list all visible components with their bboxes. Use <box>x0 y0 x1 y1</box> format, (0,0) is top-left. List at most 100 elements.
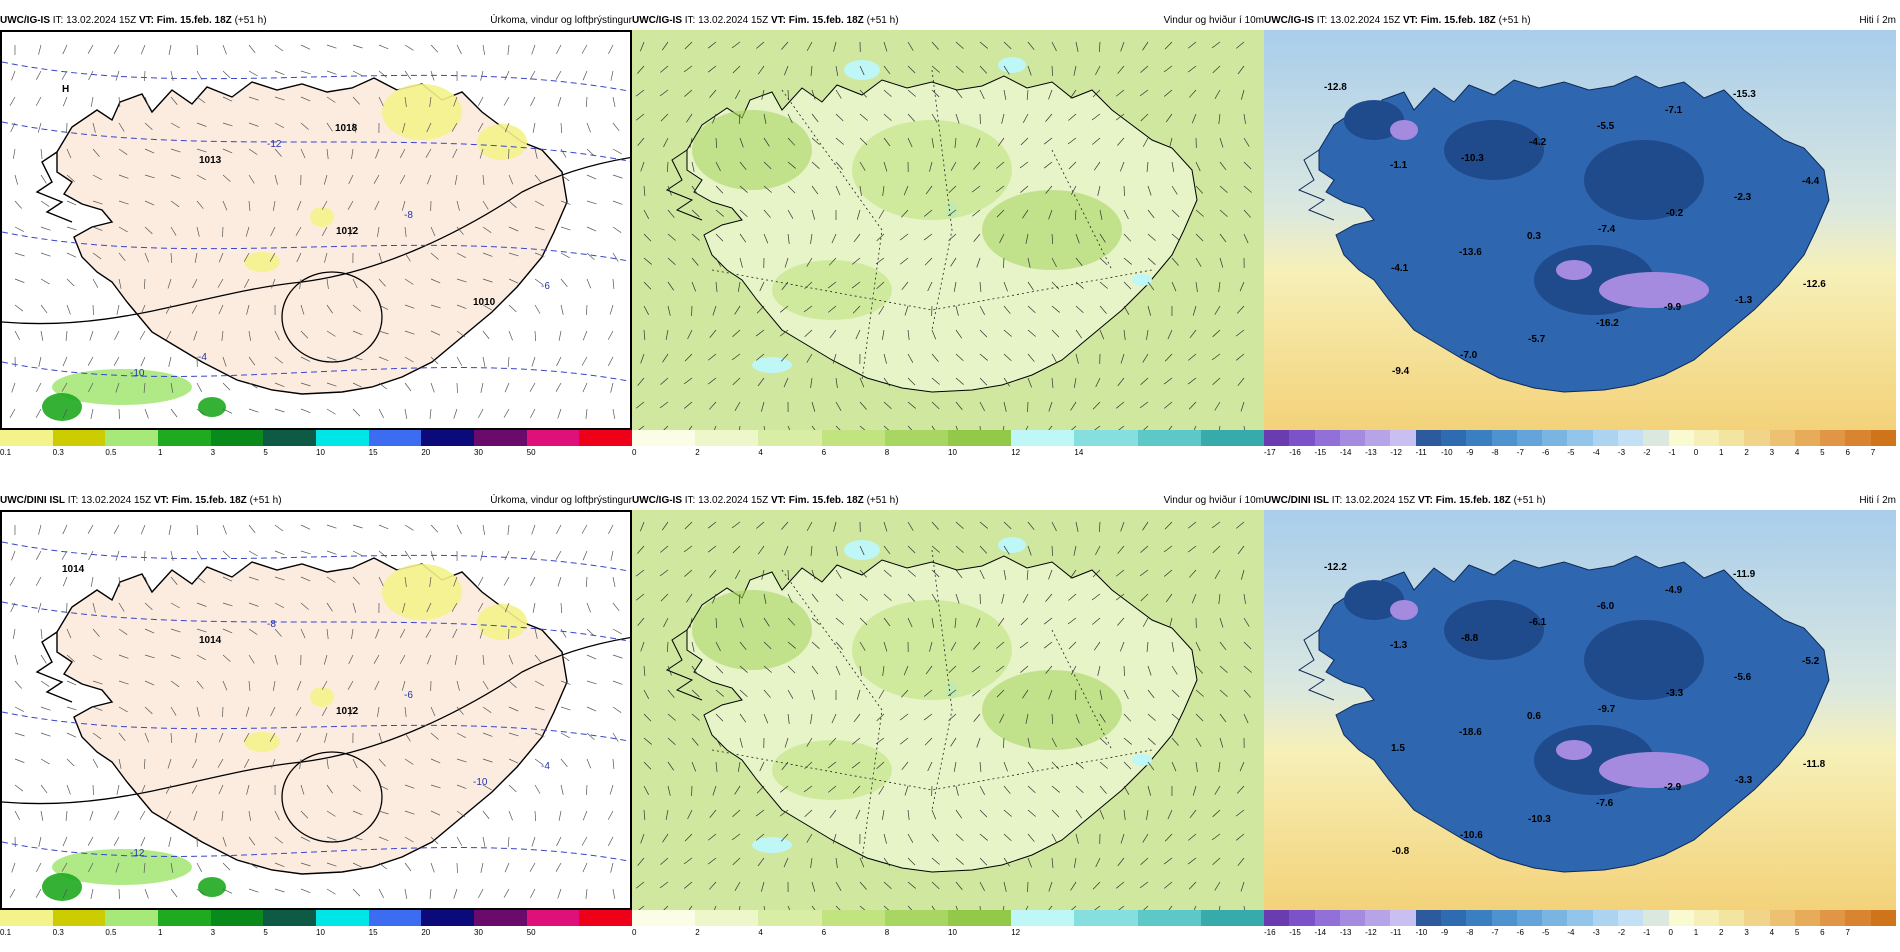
cold-area <box>1444 600 1544 660</box>
map-area[interactable]: -12.8-10.3-7.4-1.3-9.4-4.2-0.2-12.6-7.0-… <box>1264 30 1896 430</box>
color-scale-tick: 6 <box>1845 448 1849 457</box>
header-it: 13.02.2024 15Z <box>698 495 768 506</box>
panel-header: UWC/IG-IS IT: 13.02.2024 15Z VT: Fim. 15… <box>632 492 899 510</box>
color-scale-tick: 6 <box>1820 928 1824 937</box>
color-scale-swatch <box>1744 430 1769 446</box>
color-scale-tick: -9 <box>1441 928 1448 937</box>
color-scale-tick: 50 <box>527 928 536 937</box>
color-scale-tick: 0.1 <box>0 448 11 457</box>
color-scale-bar <box>0 430 632 446</box>
map-value-label: -4 <box>198 352 207 363</box>
map-area[interactable]: -12.2-8.8-9.7-3.3-0.8-6.1-3.3-11.8-10.6-… <box>1264 510 1896 910</box>
color-scale-swatch <box>885 430 948 446</box>
color-scale-swatch <box>948 430 1011 446</box>
color-scale-tick: -17 <box>1264 448 1276 457</box>
color-scale-swatch <box>758 910 821 926</box>
color-scale-swatch <box>1719 910 1744 926</box>
map-value-label: -5.5 <box>1597 121 1615 132</box>
color-scale-swatch <box>885 910 948 926</box>
map-value-label: -8 <box>267 619 276 630</box>
gust-area <box>998 537 1026 553</box>
color-scale-tick: 4 <box>1770 928 1774 937</box>
color-scale-swatch <box>1289 910 1314 926</box>
color-scale-swatch <box>1618 910 1643 926</box>
header-model: UWC/DINI ISL <box>0 495 65 506</box>
panel-header: UWC/IG-IS IT: 13.02.2024 15Z VT: Fim. 15… <box>0 12 267 30</box>
map-value-label: 0.6 <box>1527 711 1541 722</box>
color-scale-tick: 0.5 <box>105 448 116 457</box>
color-scale-swatch <box>1441 910 1466 926</box>
color-scale-tick: 30 <box>474 928 483 937</box>
panel-header: UWC/IG-IS IT: 13.02.2024 15Z VT: Fim. 15… <box>632 12 899 30</box>
color-scale-tick: 10 <box>948 928 957 937</box>
color-scale-tick: 4 <box>758 448 762 457</box>
header-vt: Fim. 15.feb. 18Z <box>789 495 864 506</box>
header-vt: Fim. 15.feb. 18Z <box>1421 15 1496 26</box>
color-scale-swatch <box>53 910 106 926</box>
map-canvas: -12.2-8.8-9.7-3.3-0.8-6.1-3.3-11.8-10.6-… <box>1264 510 1896 910</box>
header-vt: Fim. 15.feb. 18Z <box>172 495 247 506</box>
map-value-label: -5.7 <box>1528 334 1546 345</box>
color-scale-tick: 0 <box>1694 448 1698 457</box>
color-scale-tick: 12 <box>1011 448 1020 457</box>
panel-temp-2: UWC/DINI ISL IT: 13.02.2024 15Z VT: Fim.… <box>1264 492 1896 952</box>
color-scale-tick: 5 <box>263 928 267 937</box>
color-scale-tick: 0.3 <box>53 448 64 457</box>
color-scale-swatch <box>1517 910 1542 926</box>
color-scale-swatch <box>822 430 885 446</box>
color-scale-swatch <box>527 910 580 926</box>
color-scale-swatch <box>0 430 53 446</box>
color-scale-tick: -16 <box>1289 448 1301 457</box>
color-scale-tick: 10 <box>316 928 325 937</box>
color-scale-swatch <box>1845 430 1870 446</box>
color-scale-tick: -12 <box>1365 928 1377 937</box>
very-cold-area <box>1390 120 1418 140</box>
color-scale-swatch <box>695 910 758 926</box>
very-cold-area <box>1599 752 1709 788</box>
color-scale-swatch <box>1340 910 1365 926</box>
header-it-label: IT: <box>1317 15 1328 26</box>
map-value-label: -12 <box>267 139 282 150</box>
panel-title: Hiti í 2m <box>1859 492 1896 510</box>
wind-area <box>772 740 892 800</box>
color-scale-swatch <box>1770 430 1795 446</box>
panel-header: UWC/DINI ISL IT: 13.02.2024 15Z VT: Fim.… <box>1264 492 1546 510</box>
color-scale-tick: 8 <box>885 928 889 937</box>
color-scale-swatch <box>1669 910 1694 926</box>
color-scale-tick: -13 <box>1365 448 1377 457</box>
color-scale-tick: 3 <box>1770 448 1774 457</box>
color-scale-swatch <box>948 910 1011 926</box>
map-value-label: -7.0 <box>1460 350 1478 361</box>
cold-area <box>1584 620 1704 700</box>
header-it: 13.02.2024 15Z <box>1330 15 1400 26</box>
wind-area <box>772 260 892 320</box>
color-scale-tick: -1 <box>1668 448 1675 457</box>
color-scale-swatch <box>53 430 106 446</box>
color-scale-swatch <box>158 910 211 926</box>
color-scale-tick: -1 <box>1643 928 1650 937</box>
map-area[interactable] <box>632 30 1264 430</box>
color-scale-swatch <box>1466 430 1491 446</box>
color-scale-ticks: -17-16-15-14-13-12-11-10-9-8-7-6-5-4-3-2… <box>1264 448 1896 460</box>
map-value-label: -11.9 <box>1733 569 1756 580</box>
color-scale-swatch <box>105 910 158 926</box>
map-value-label: 1018 <box>335 123 358 134</box>
color-scale-swatch <box>1201 910 1264 926</box>
color-scale-swatch <box>316 430 369 446</box>
color-scale-tick: -15 <box>1315 448 1327 457</box>
color-scale-tick: 50 <box>527 448 536 457</box>
map-area[interactable] <box>632 510 1264 910</box>
color-scale-swatch <box>1694 910 1719 926</box>
color-scale-swatch <box>211 430 264 446</box>
very-cold-area <box>1599 272 1709 308</box>
map-value-label: -10 <box>130 368 145 379</box>
color-scale-swatch <box>1542 910 1567 926</box>
color-scale-tick: 0 <box>1668 928 1672 937</box>
header-it: 13.02.2024 15Z <box>698 15 768 26</box>
color-scale-tick: 1 <box>1694 928 1698 937</box>
color-scale-swatch <box>263 430 316 446</box>
